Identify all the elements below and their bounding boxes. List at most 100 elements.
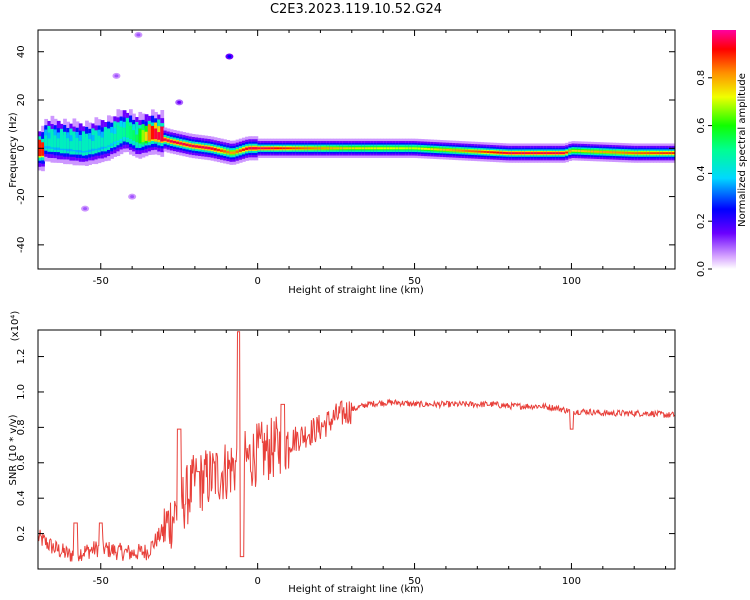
spectrogram-cell — [549, 152, 554, 155]
spectrogram-cell — [339, 147, 343, 150]
spectrogram-cell — [154, 128, 158, 140]
spectrogram-cell — [521, 152, 525, 155]
spectrogram-cell — [471, 150, 475, 153]
spectrogram-y-tick-label: 20 — [16, 94, 27, 107]
spectrogram-cell — [631, 152, 635, 155]
spectrogram-cell — [223, 150, 227, 153]
spectrogram-cell — [646, 152, 651, 155]
spectrogram-cell — [496, 151, 500, 154]
spectrogram-cell — [254, 147, 259, 150]
spectrogram-cell — [467, 150, 472, 153]
colorbar-tick-label: 0.4 — [696, 165, 707, 181]
spectrogram-cell — [568, 150, 573, 153]
spectrogram-cell — [201, 146, 205, 149]
spectrogram-cell — [486, 151, 491, 154]
spectrogram-cell — [320, 147, 325, 150]
spectrogram-cell — [662, 152, 667, 155]
spectrogram-cell — [527, 152, 532, 155]
spectrogram-ticks: -50 0 50 100 -40 -20 0 20 40 — [16, 30, 675, 287]
spectrogram-x-tick-label: 0 — [254, 276, 260, 287]
spectrogram-cell — [449, 149, 453, 152]
spectrogram-cell — [298, 147, 303, 150]
spectrogram-cell — [653, 152, 657, 155]
spectrogram-cell — [414, 147, 419, 150]
spectrogram-cell — [571, 149, 576, 152]
spectrogram-cell — [452, 149, 456, 152]
snr-panel: -50 0 50 100 0.2 0.4 0.6 0.8 1.0 1.2 Height of st… — [8, 311, 676, 595]
spectrogram-cell — [584, 150, 588, 153]
spectrogram-cell — [408, 147, 413, 150]
spectrogram-cell — [307, 147, 312, 150]
spectrogram-cell — [232, 151, 237, 154]
spectrogram-cell — [508, 152, 513, 155]
spectrogram-cell — [618, 151, 623, 154]
spectrogram-cell — [50, 132, 55, 148]
spectrogram-cell — [270, 147, 274, 150]
spectrogram-cell — [69, 141, 74, 149]
spectrogram-cell — [129, 125, 133, 140]
spectrogram-cell — [317, 147, 322, 150]
spectrogram-cell — [216, 148, 221, 152]
spectrogram-cell — [502, 151, 507, 154]
spectrogram-cell — [637, 152, 642, 155]
snr-x-label: Height of straight line (km) — [288, 584, 424, 595]
spectrogram-cell — [640, 152, 645, 155]
spectrogram-y-tick-label: -40 — [16, 237, 27, 253]
snr-plot-area — [38, 330, 675, 569]
spectrogram-cell — [279, 147, 284, 150]
spectrogram-cell — [445, 149, 450, 151]
spectrogram-cell — [351, 147, 356, 150]
spectrogram-cell — [354, 147, 359, 150]
spectrogram-cell — [273, 147, 278, 150]
snr-y-label: SNR (10 * v/v) — [8, 414, 19, 485]
spectrogram-cell — [499, 151, 504, 154]
spectrogram-cell — [110, 132, 114, 144]
spectrogram-x-tick-label: -50 — [93, 276, 109, 287]
spectrogram-cell — [430, 148, 434, 151]
spectrogram-cell — [455, 149, 460, 152]
spectrogram-cell — [103, 130, 108, 147]
chart-title: C2E3.2023.119.10.52.G24 — [270, 2, 442, 17]
snr-x-tick-label: 50 — [408, 576, 421, 587]
spectrogram-cell — [668, 152, 673, 155]
spectrogram-cell — [546, 152, 551, 155]
spectrogram-cell — [386, 147, 391, 150]
spectrogram-cell — [257, 147, 262, 150]
colorbar-label: Normalized spectral amplitude — [737, 73, 748, 227]
spectrogram-cell — [649, 152, 654, 155]
spectrogram-cell — [100, 137, 105, 147]
spectrogram-cell — [119, 126, 124, 139]
spectrogram-cell — [314, 147, 318, 150]
spectrogram-cell — [518, 152, 522, 155]
spectrogram-cell — [634, 152, 638, 155]
spectrogram-cell — [75, 137, 80, 150]
spectrogram-cell — [417, 147, 422, 150]
snr-x-tick-label: -50 — [93, 576, 109, 587]
spectrogram-cell — [163, 138, 168, 141]
spectrogram-cell — [204, 146, 209, 149]
spectrogram-cell — [150, 125, 155, 140]
spectrogram-cell — [627, 151, 632, 154]
spectrogram-cell — [245, 147, 249, 150]
snr-x-tick-label: 0 — [254, 576, 260, 587]
snr-y-multiplier: (x10⁴) — [10, 311, 21, 342]
spectrogram-cell — [656, 152, 660, 155]
spectrogram-cell — [383, 147, 387, 150]
spectrogram-cell — [402, 147, 406, 150]
spectrogram-blob-core — [227, 55, 232, 59]
spectrogram-cell — [483, 150, 488, 153]
spectrogram-cell — [132, 130, 136, 141]
spectrogram-cell — [380, 147, 384, 150]
snr-y-tick-label: 0.8 — [16, 419, 27, 435]
spectrogram-cell — [442, 148, 447, 151]
spectrogram-y-tick-label: 0 — [16, 145, 27, 151]
spectrogram-cell — [612, 151, 616, 154]
spectrogram-cell — [477, 150, 482, 153]
colorbar-tick-label: 0.8 — [696, 70, 707, 86]
spectrogram-frame — [37, 29, 676, 270]
spectrogram-cell — [562, 152, 566, 155]
snr-y-tick-label: 0.4 — [16, 490, 27, 506]
spectrogram-cell — [172, 140, 177, 144]
spectrogram-cell — [72, 134, 77, 150]
spectrogram-cell — [326, 147, 331, 150]
